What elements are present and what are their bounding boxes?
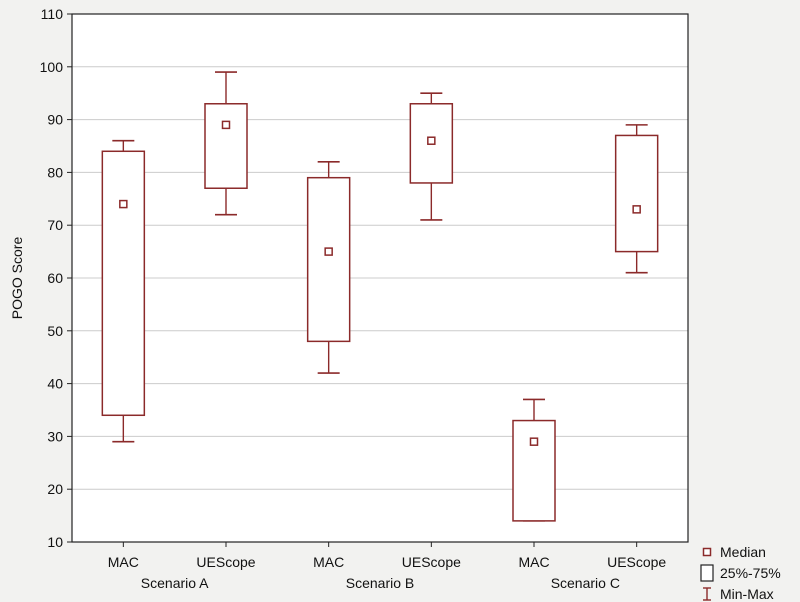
median-marker [529, 437, 539, 446]
y-tick-label: 110 [41, 6, 64, 22]
y-tick-label: 10 [47, 534, 63, 550]
median-marker [324, 247, 333, 256]
y-tick-label: 100 [40, 59, 64, 75]
median-marker [427, 136, 436, 145]
median-marker [632, 205, 641, 214]
y-tick-label: 60 [47, 270, 63, 286]
iqr-box [306, 176, 351, 343]
y-tick-label: 80 [47, 164, 63, 180]
x-tick-label: MAC [518, 554, 549, 570]
median-marker [221, 120, 231, 130]
legend-label: Min-Max [720, 586, 774, 602]
y-tick-label: 90 [47, 112, 63, 128]
box-series [101, 71, 659, 522]
y-tick-label: 30 [47, 428, 63, 444]
y-tick-label: 70 [47, 217, 63, 233]
x-tick-label: UEScope [402, 554, 461, 570]
y-tick-label: 20 [47, 481, 63, 497]
x-tick-label: MAC [108, 554, 139, 570]
box-mac-scenario-a [101, 139, 146, 443]
box-uescope-scenario-b [409, 92, 454, 221]
legend-label: Median [720, 544, 766, 560]
y-tick-label: 40 [47, 376, 63, 392]
box-mac-scenario-b [306, 161, 351, 374]
y-axis-ticks: 10 20 30 40 50 60 70 80 90 100 110 [40, 6, 72, 550]
y-axis-label: POGO Score [9, 237, 25, 320]
x-group-label: Scenario C [551, 575, 620, 591]
median-marker [119, 199, 128, 209]
legend-box-symbol [700, 564, 714, 582]
box-mac-scenario-c [512, 398, 556, 522]
iqr-box [512, 419, 556, 522]
x-group-label: Scenario B [346, 575, 414, 591]
iqr-box [204, 103, 248, 189]
x-axis-ticks: MAC UEScope MAC UEScope MAC UEScope Scenario A… [108, 542, 666, 591]
iqr-box [614, 134, 659, 253]
legend: Median 25%-75% Min-Max [700, 544, 781, 602]
x-tick-label: MAC [313, 554, 344, 570]
legend-median-symbol [702, 547, 712, 557]
legend-label: 25%-75% [720, 565, 781, 581]
x-group-label: Scenario A [141, 575, 209, 591]
box-uescope-scenario-a [204, 71, 248, 216]
x-tick-label: UEScope [196, 554, 255, 570]
y-tick-label: 50 [47, 323, 63, 339]
gridlines [72, 66, 688, 490]
box-uescope-scenario-c [614, 124, 659, 274]
x-tick-label: UEScope [607, 554, 666, 570]
iqr-box [101, 150, 146, 417]
